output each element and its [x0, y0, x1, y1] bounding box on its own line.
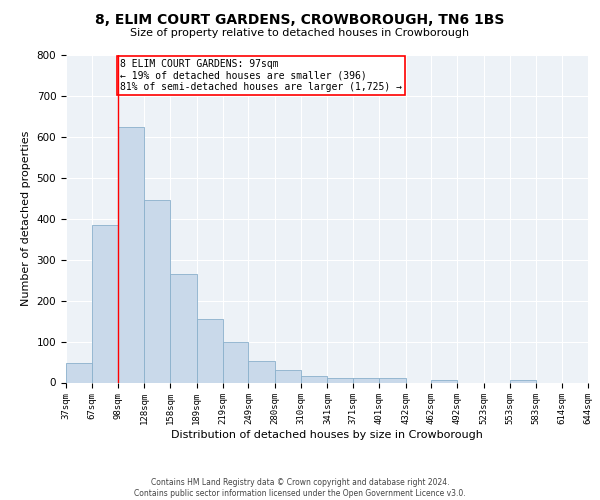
Text: 8, ELIM COURT GARDENS, CROWBOROUGH, TN6 1BS: 8, ELIM COURT GARDENS, CROWBOROUGH, TN6 …: [95, 12, 505, 26]
Bar: [510, 380, 536, 382]
Y-axis label: Number of detached properties: Number of detached properties: [21, 131, 31, 306]
Bar: [118, 126, 144, 382]
Bar: [275, 370, 301, 382]
X-axis label: Distribution of detached houses by size in Crowborough: Distribution of detached houses by size …: [171, 430, 483, 440]
Bar: [301, 376, 328, 382]
Bar: [353, 378, 379, 382]
Bar: [431, 380, 457, 382]
Text: 8 ELIM COURT GARDENS: 97sqm
← 19% of detached houses are smaller (396)
81% of se: 8 ELIM COURT GARDENS: 97sqm ← 19% of det…: [120, 59, 402, 92]
Bar: [328, 378, 353, 382]
Bar: [379, 378, 406, 382]
Bar: [170, 274, 197, 382]
Bar: [144, 200, 170, 382]
Bar: [92, 225, 118, 382]
Text: Contains HM Land Registry data © Crown copyright and database right 2024.
Contai: Contains HM Land Registry data © Crown c…: [134, 478, 466, 498]
Bar: [248, 361, 275, 382]
Bar: [197, 319, 223, 382]
Text: Size of property relative to detached houses in Crowborough: Size of property relative to detached ho…: [130, 28, 470, 38]
Bar: [66, 363, 92, 382]
Bar: [223, 342, 248, 382]
